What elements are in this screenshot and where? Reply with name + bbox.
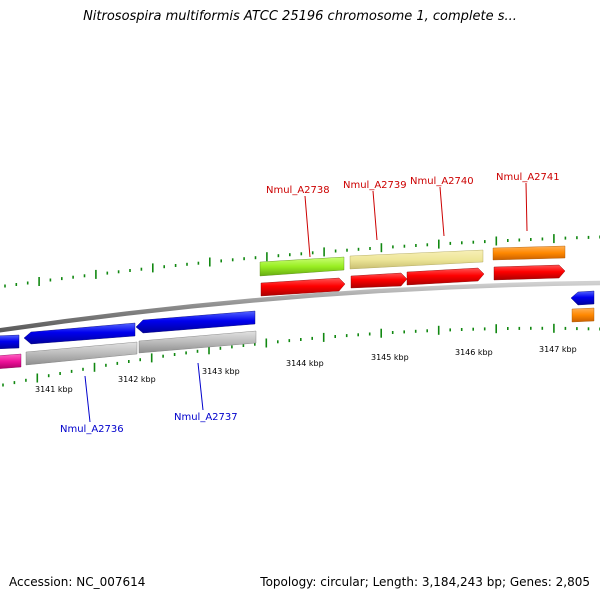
genome-backbone [0,280,600,333]
feature-nmul-a2736-category[interactable] [25,341,138,366]
genome-stats-footer: Topology: circular; Length: 3,184,243 bp… [260,575,590,589]
feature-nmul-a2739-category[interactable] [349,249,484,270]
length-value: 3,184,243 bp; [421,575,507,589]
scale-label-3141-kbp: 3141 kbp [35,385,73,394]
scale-label-3142-kbp: 3142 kbp [118,375,156,384]
accession-value: NC_007614 [76,575,146,589]
cds-arrow-right-edge[interactable] [570,290,595,306]
label-connector-nmul-a2738 [304,195,311,258]
label-connector-nmul-a2740 [439,186,445,237]
gene-label-nmul-a2738[interactable]: Nmul_A2738 [266,185,330,196]
scale-label-3144-kbp: 3144 kbp [286,359,324,368]
feature-left-edge-category[interactable] [0,353,22,369]
feature-right-edge-category[interactable] [571,307,595,323]
genes-value: 2,805 [555,575,590,589]
cds-arrow-nmul-a2739[interactable] [350,272,408,289]
label-connector-nmul-a2737 [197,362,204,411]
outer-tick-track [4,234,600,288]
cds-arrow-nmul-a2740[interactable] [406,267,485,286]
inner-tick-track [2,323,600,387]
cds-arrow-nmul-a2737[interactable] [135,310,256,334]
gene-label-nmul-a2740[interactable]: Nmul_A2740 [410,176,474,187]
genes-label: Genes: [509,575,552,589]
scale-label-3147-kbp: 3147 kbp [539,345,577,354]
gene-label-nmul-a2739[interactable]: Nmul_A2739 [343,180,407,191]
gene-label-nmul-a2736[interactable]: Nmul_A2736 [60,424,124,435]
label-connector-nmul-a2736 [84,375,91,423]
page-title: Nitrosospira multiformis ATCC 25196 chro… [83,9,517,24]
cds-arrow-left-edge[interactable] [0,334,20,349]
cds-arrow-nmul-a2736[interactable] [23,322,136,345]
length-label: Length: [372,575,419,589]
feature-nmul-a2738-category[interactable] [259,256,345,277]
scale-label-3145-kbp: 3145 kbp [371,353,409,362]
accession-footer: Accession: NC_007614 [9,575,145,589]
scale-label-3143-kbp: 3143 kbp [202,367,240,376]
topology-value: circular; [320,575,369,589]
feature-nmul-a2741-category[interactable] [492,245,566,261]
gene-label-nmul-a2737[interactable]: Nmul_A2737 [174,412,238,423]
cds-arrow-nmul-a2741[interactable] [493,264,566,281]
accession-label: Accession: [9,575,73,589]
scale-label-3146-kbp: 3146 kbp [455,348,493,357]
feature-nmul-a2737-category[interactable] [138,330,257,354]
label-connector-nmul-a2739 [372,190,378,241]
cds-arrow-nmul-a2738[interactable] [260,277,346,297]
label-connector-nmul-a2741 [525,182,528,232]
topology-label: Topology: [260,575,317,589]
gene-label-nmul-a2741[interactable]: Nmul_A2741 [496,172,560,183]
